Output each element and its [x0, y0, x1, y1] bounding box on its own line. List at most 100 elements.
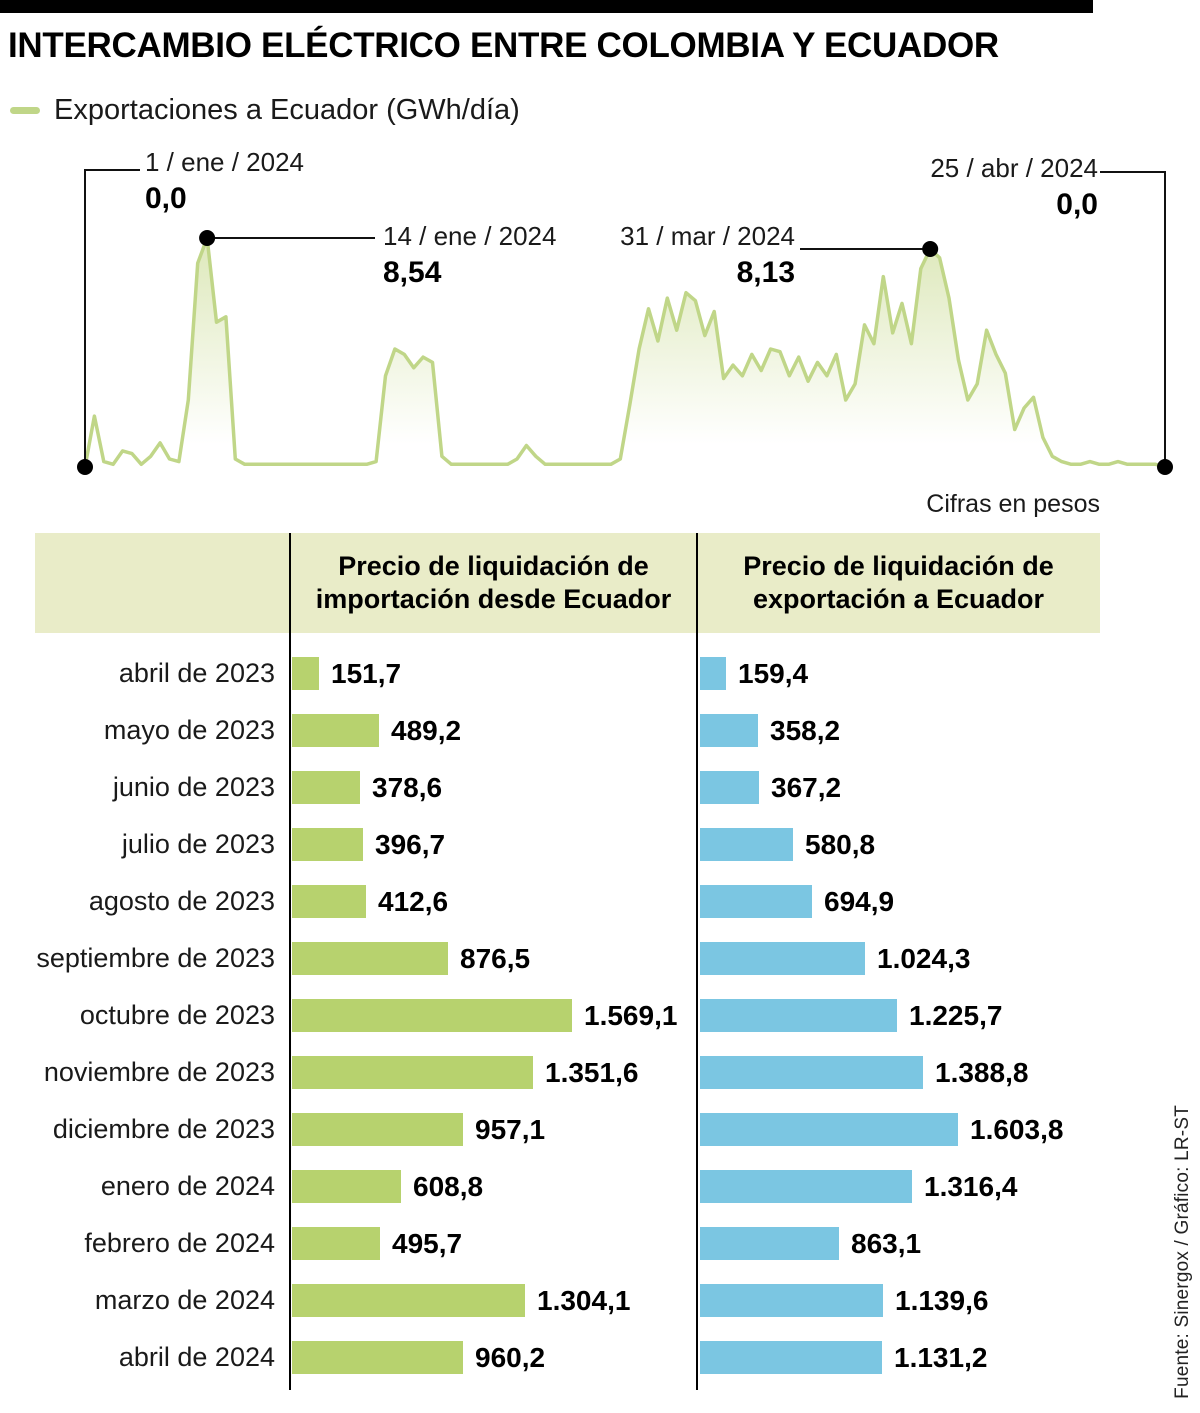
- export-cell: 580,8: [700, 816, 875, 873]
- top-bar: [0, 0, 1093, 13]
- import-cell: 608,8: [292, 1158, 483, 1215]
- import-value: 1.569,1: [584, 999, 678, 1031]
- import-bar: [292, 885, 366, 918]
- export-cell: 358,2: [700, 702, 840, 759]
- exports-line-chart-svg: [77, 169, 1173, 475]
- source-credit: Fuente: Sinergox / Gráfico: LR-ST: [1172, 1105, 1193, 1399]
- import-value: 396,7: [375, 828, 446, 860]
- table-row: mayo de 2023 489,2 358,2: [35, 702, 1100, 759]
- price-table-rows: abril de 2023 151,7 159,4 mayo de 2023 489,2…: [35, 645, 1100, 1386]
- row-month-label: abril de 2024: [118, 1342, 275, 1372]
- price-table-header: Precio de liquidación de importación des…: [35, 533, 1100, 633]
- import-value: 495,7: [392, 1227, 463, 1259]
- export-bar: [700, 1227, 839, 1260]
- annotation-value: 8,54: [383, 255, 442, 289]
- import-bar: [292, 999, 572, 1032]
- export-bar: [700, 999, 897, 1032]
- row-month-label: diciembre de 2023: [52, 1114, 275, 1144]
- import-value: 1.304,1: [537, 1284, 631, 1316]
- row-month-label: marzo de 2024: [94, 1285, 275, 1315]
- import-value: 151,7: [331, 657, 402, 689]
- export-cell: 1.316,4: [700, 1158, 1017, 1215]
- import-bar: [292, 1284, 525, 1317]
- row-month-label: octubre de 2023: [79, 1000, 275, 1030]
- exports-line-chart: 1 / ene / 2024 0,0 14 / ene / 2024 8,54 …: [0, 0, 1200, 500]
- row-month-label: septiembre de 2023: [36, 943, 275, 973]
- row-month-label: abril de 2023: [118, 658, 275, 688]
- annotation-mar31: 31 / mar / 2024 8,13: [598, 220, 795, 290]
- row-month-label: agosto de 2023: [88, 886, 275, 916]
- table-row: abril de 2024 960,2 1.131,2: [35, 1329, 1100, 1386]
- import-bar: [292, 771, 360, 804]
- legend-line-marker: [10, 107, 40, 114]
- price-table: Precio de liquidación de importación des…: [35, 533, 1100, 633]
- table-row: septiembre de 2023 876,5 1.024,3: [35, 930, 1100, 987]
- table-row: noviembre de 2023 1.351,6 1.388,8: [35, 1044, 1100, 1101]
- export-value: 1.388,8: [935, 1056, 1029, 1088]
- annotation-date: 14 / ene / 2024: [383, 221, 557, 251]
- row-month-label: enero de 2024: [100, 1171, 275, 1201]
- export-column-header: Precio de liquidación de exportación a E…: [743, 551, 1054, 614]
- annotation-value: 0,0: [145, 181, 187, 215]
- table-row: marzo de 2024 1.304,1 1.139,6: [35, 1272, 1100, 1329]
- row-month-label: noviembre de 2023: [43, 1057, 275, 1087]
- export-value: 358,2: [770, 714, 841, 746]
- export-value: 694,9: [824, 885, 895, 917]
- import-cell: 1.569,1: [292, 987, 677, 1044]
- export-bar: [700, 1341, 882, 1374]
- import-cell: 378,6: [292, 759, 442, 816]
- import-value: 1.351,6: [545, 1056, 639, 1088]
- export-bar: [700, 1284, 883, 1317]
- export-bar: [700, 942, 865, 975]
- import-bar: [292, 828, 363, 861]
- export-value: 1.603,8: [970, 1113, 1064, 1145]
- import-cell: 412,6: [292, 873, 448, 930]
- annotation-date: 1 / ene / 2024: [145, 147, 305, 177]
- table-row: junio de 2023 378,6 367,2: [35, 759, 1100, 816]
- export-value: 580,8: [805, 828, 876, 860]
- exports-area-fill: [85, 238, 1165, 467]
- export-cell: 863,1: [700, 1215, 921, 1272]
- export-cell: 1.603,8: [700, 1101, 1063, 1158]
- import-cell: 1.304,1: [292, 1272, 630, 1329]
- callout-line-jan1: [84, 169, 140, 467]
- import-column-header: Precio de liquidación de importación des…: [315, 551, 672, 614]
- import-bar: [292, 1113, 463, 1146]
- table-row: febrero de 2024 495,7 863,1: [35, 1215, 1100, 1272]
- export-cell: 1.225,7: [700, 987, 1002, 1044]
- export-value: 367,2: [771, 771, 842, 803]
- annotation-date: 31 / mar / 2024: [620, 221, 795, 251]
- import-value: 960,2: [475, 1341, 546, 1373]
- export-value: 863,1: [851, 1227, 922, 1259]
- import-cell: 151,7: [292, 645, 401, 702]
- import-value: 378,6: [372, 771, 443, 803]
- table-row: abril de 2023 151,7 159,4: [35, 645, 1100, 702]
- row-month-label: julio de 2023: [121, 829, 275, 859]
- units-note: Cifras en pesos: [926, 490, 1100, 518]
- export-cell: 367,2: [700, 759, 841, 816]
- annotation-apr25: 25 / abr / 2024 0,0: [898, 152, 1098, 222]
- legend: Exportaciones a Ecuador (GWh/día): [10, 94, 520, 127]
- annotation-dot: [1157, 459, 1173, 475]
- table-row: diciembre de 2023 957,1 1.603,8: [35, 1101, 1100, 1158]
- export-value: 1.024,3: [877, 942, 971, 974]
- table-row: agosto de 2023 412,6 694,9: [35, 873, 1100, 930]
- import-cell: 495,7: [292, 1215, 462, 1272]
- import-cell: 876,5: [292, 930, 530, 987]
- callout-line-apr25: [1100, 171, 1166, 467]
- annotation-dot: [922, 241, 939, 257]
- import-value: 412,6: [378, 885, 449, 917]
- export-bar: [700, 1056, 923, 1089]
- import-bar: [292, 1227, 380, 1260]
- import-cell: 957,1: [292, 1101, 545, 1158]
- annotation-dots: [77, 230, 1173, 475]
- import-value: 489,2: [391, 714, 462, 746]
- exports-line: [83, 236, 1167, 469]
- import-cell: 1.351,6: [292, 1044, 638, 1101]
- import-bar: [292, 1056, 533, 1089]
- row-month-label: junio de 2023: [112, 772, 275, 802]
- export-cell: 1.139,6: [700, 1272, 988, 1329]
- export-bar: [700, 714, 758, 747]
- export-bar: [700, 657, 726, 690]
